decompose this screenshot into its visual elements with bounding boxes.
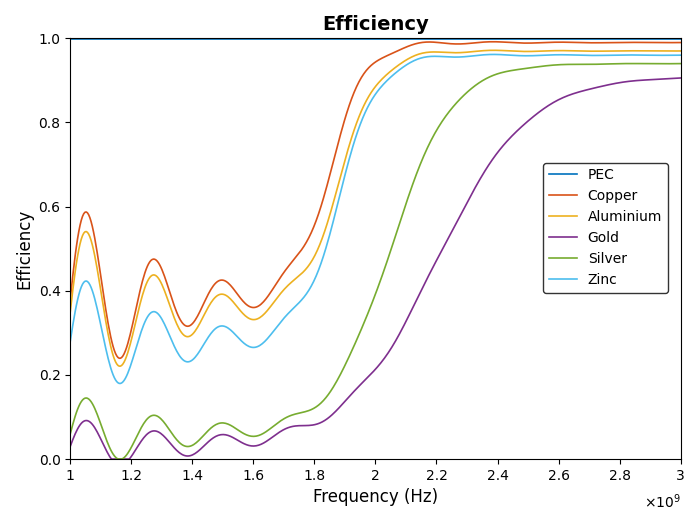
Zinc [676,52,685,58]
Y-axis label: Efficiency: Efficiency [15,208,33,289]
Copper [489,39,498,45]
Copper [430,39,439,45]
Aluminium [357,108,365,114]
Zinc [357,118,365,124]
Copper [676,39,685,46]
PEC [396,35,405,41]
Aluminium [115,363,123,369]
Aluminium [489,47,498,54]
Line: Zinc: Zinc [70,55,680,383]
PEC [662,35,670,41]
Line: Aluminium: Aluminium [70,50,680,366]
PEC [676,35,685,41]
Gold [568,91,576,97]
Gold [361,377,370,383]
Legend: PEC, Copper, Aluminium, Gold, Silver, Zinc: PEC, Copper, Aluminium, Gold, Silver, Zi… [543,163,668,292]
Aluminium [430,49,439,55]
Gold [663,76,671,82]
PEC [356,35,365,41]
Zinc [664,52,673,58]
Title: Efficiency: Efficiency [322,15,429,34]
Aluminium [664,48,673,54]
PEC [360,35,368,41]
Copper [664,39,673,46]
Silver [627,60,636,67]
Gold [66,443,74,449]
Gold [108,456,116,462]
Silver [664,60,673,67]
Line: Copper: Copper [70,42,680,358]
Zinc [430,53,439,59]
Zinc [569,52,577,58]
Aluminium [66,309,74,315]
Aluminium [569,48,577,54]
Silver [115,456,123,462]
Zinc [116,380,125,386]
Line: Silver: Silver [70,64,680,459]
Text: $\times 10^9$: $\times 10^9$ [644,493,680,511]
Silver [66,430,74,437]
Copper [569,39,577,46]
Copper [66,296,74,302]
Zinc [398,65,406,71]
Silver [361,317,370,323]
Silver [676,60,685,67]
PEC [566,35,575,41]
Copper [357,75,365,81]
Copper [361,69,370,75]
Gold [398,327,406,333]
Gold [430,260,439,267]
Aluminium [676,48,685,54]
Silver [568,61,576,68]
Aluminium [361,100,370,106]
PEC [66,35,74,41]
Silver [430,130,439,136]
Zinc [66,338,74,344]
X-axis label: Frequency (Hz): Frequency (Hz) [313,488,438,506]
Zinc [361,110,370,116]
Silver [357,326,365,332]
Zinc [489,51,498,58]
Copper [398,46,406,52]
Gold [357,381,365,387]
PEC [429,35,438,41]
Gold [676,75,685,81]
Line: Gold: Gold [70,78,680,459]
Copper [115,355,123,361]
Silver [398,214,406,220]
Aluminium [398,60,406,66]
